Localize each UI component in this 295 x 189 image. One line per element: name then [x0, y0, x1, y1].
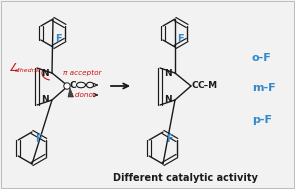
Text: dihedral: dihedral	[15, 67, 41, 73]
Text: F: F	[35, 134, 42, 144]
Text: π acceptor: π acceptor	[63, 70, 101, 76]
Circle shape	[64, 83, 70, 89]
Text: N: N	[164, 95, 172, 105]
Text: σ donor: σ donor	[68, 92, 96, 98]
Text: C: C	[69, 81, 76, 91]
Text: F: F	[166, 134, 173, 144]
Text: N: N	[164, 68, 172, 77]
Text: N: N	[41, 68, 49, 77]
Text: C: C	[192, 81, 199, 91]
Text: C–M: C–M	[198, 81, 218, 91]
Text: F: F	[177, 34, 183, 44]
Text: p-F: p-F	[252, 115, 272, 125]
Text: o-F: o-F	[252, 53, 272, 63]
Polygon shape	[68, 88, 73, 97]
Text: F: F	[55, 34, 62, 44]
Text: Different catalytic activity: Different catalytic activity	[113, 173, 258, 183]
Text: N: N	[41, 95, 49, 105]
Text: ∠: ∠	[8, 63, 18, 73]
Text: m-F: m-F	[252, 83, 276, 93]
